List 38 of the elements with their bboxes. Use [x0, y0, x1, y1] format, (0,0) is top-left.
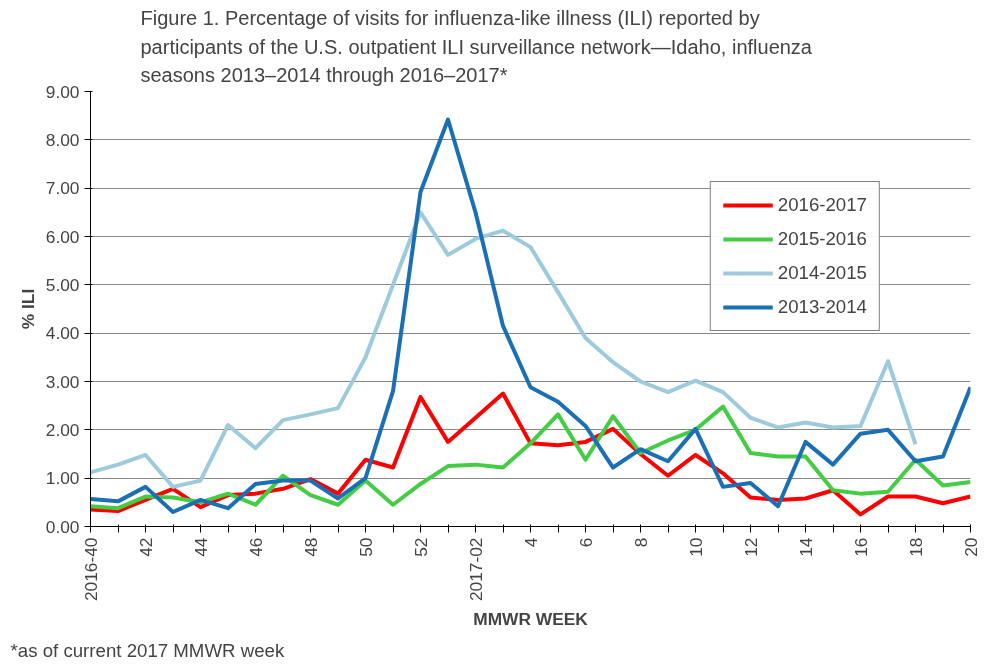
x-tick-label: 2016-40 — [80, 537, 101, 602]
x-tick-label: 4 — [520, 537, 541, 548]
x-tick-label: 50 — [355, 537, 376, 557]
line-series — [90, 117, 971, 514]
y-axis-title: % ILI — [17, 288, 38, 330]
x-tick-label: 16 — [850, 537, 871, 557]
x-tick-label: 6 — [575, 537, 596, 548]
y-tick-label: 2.00 — [45, 419, 80, 440]
legend-label: 2014-2015 — [777, 262, 867, 284]
y-tick-label: 8.00 — [45, 129, 80, 150]
x-tick-label: 2017-02 — [465, 537, 486, 602]
x-tick-label: 18 — [905, 537, 926, 557]
x-tick-label: 52 — [410, 537, 431, 557]
y-tick-label: 7.00 — [45, 178, 80, 199]
y-tick-label: 1.00 — [45, 468, 80, 489]
x-axis-title: MMWR WEEK — [473, 609, 589, 630]
x-tick-label: 14 — [795, 537, 816, 557]
y-tick-label: 5.00 — [45, 274, 80, 295]
x-tick-label: 12 — [740, 537, 761, 557]
y-tick-label: 3.00 — [45, 371, 80, 392]
x-tick-label: 20 — [960, 537, 981, 557]
y-tick-label: 6.00 — [45, 226, 80, 247]
legend-label: 2015-2016 — [777, 228, 867, 250]
legend-label: 2016-2017 — [777, 194, 867, 216]
text: *as of current 2017 MMWR week — [10, 639, 285, 661]
x-tick-label: 46 — [245, 537, 266, 557]
y-tick-label: 9.00 — [45, 81, 80, 102]
y-tick-label: 0.00 — [45, 516, 80, 537]
line-series — [90, 404, 971, 511]
legend-label: 2013-2014 — [777, 296, 867, 318]
y-tick-label: 4.00 — [45, 323, 80, 344]
x-tick-label: 44 — [190, 537, 211, 557]
line-series — [90, 210, 918, 489]
x-tick-label: 8 — [630, 537, 651, 548]
x-tick-label: 42 — [135, 537, 156, 557]
x-tick-label: 10 — [685, 537, 706, 557]
x-tick-label: 48 — [300, 537, 321, 557]
chart-title: Figure 1. Percentage of visits for influenza-like illness (ILI) reported by participants of the U.S. outpatient ILI surveillance network—Idaho, influenza seasons 2013–2014 through 2016–2017* — [140, 7, 813, 87]
